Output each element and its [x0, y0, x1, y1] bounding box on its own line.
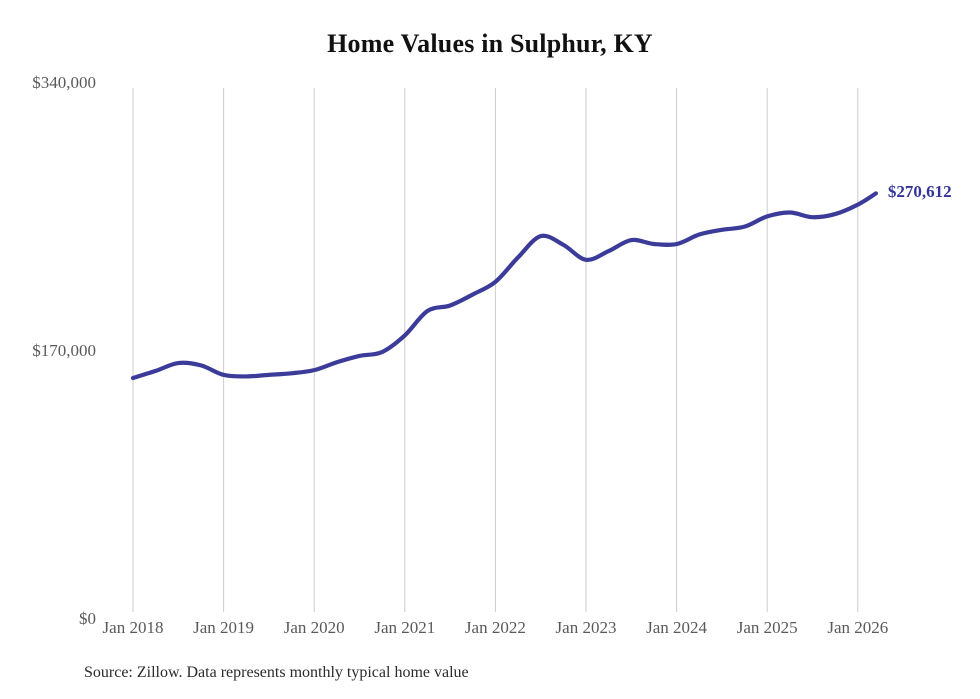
x-axis-tick-label: Jan 2026 [827, 618, 889, 637]
x-axis-tick-label: Jan 2022 [464, 618, 526, 637]
x-axis-tick-label: Jan 2020 [283, 618, 345, 637]
y-axis-tick-label: $340,000 [32, 73, 96, 92]
series-line-typical-home-value [130, 191, 879, 381]
x-axis-tick-label: Jan 2019 [193, 618, 255, 637]
x-axis-tick-label: Jan 2021 [374, 618, 436, 637]
x-axis-tick-label: Jan 2023 [555, 618, 617, 637]
y-axis-tick-label: $0 [79, 609, 96, 628]
x-axis-tick-label: Jan 2018 [102, 618, 164, 637]
series-line-group [130, 191, 879, 381]
y-axis-tick-label: $170,000 [32, 341, 96, 360]
end-value-annotation: $270,612 [887, 182, 952, 202]
source-note: Source: Zillow. Data represents monthly … [84, 664, 469, 681]
vertical-gridlines [132, 88, 859, 612]
chart-title: Home Values in Sulphur, KY [327, 29, 653, 58]
x-axis-tick-label: Jan 2025 [736, 618, 798, 637]
x-axis-tick-label: Jan 2024 [646, 618, 708, 637]
